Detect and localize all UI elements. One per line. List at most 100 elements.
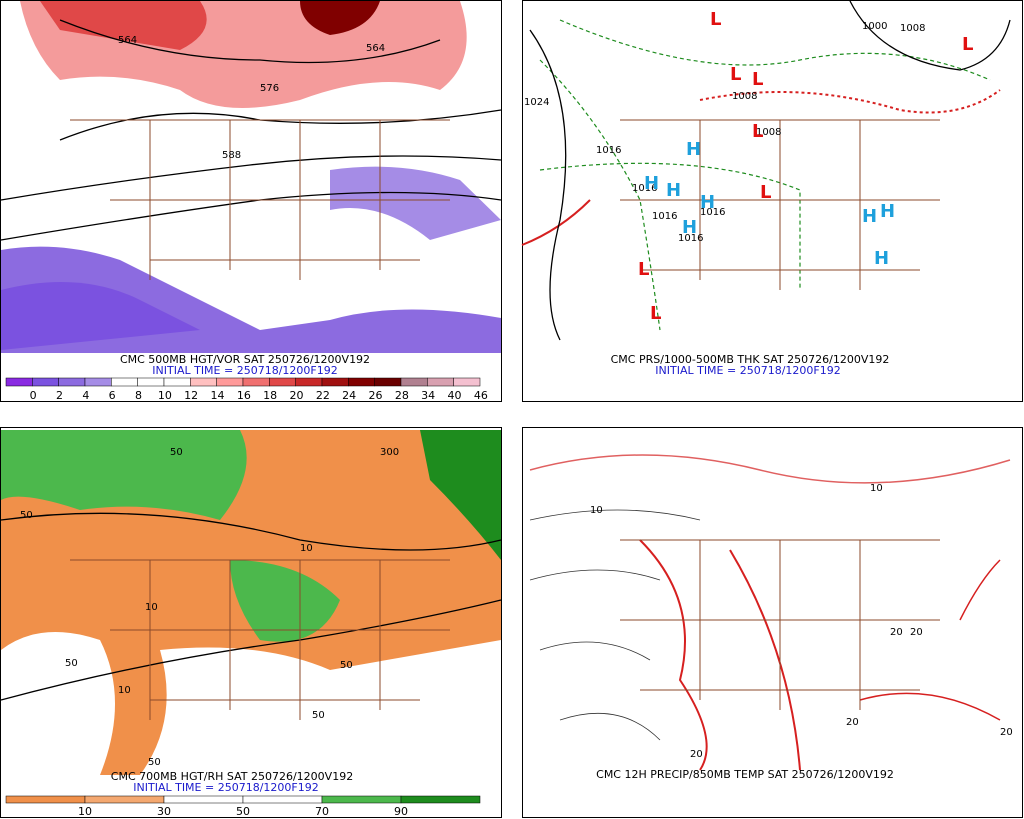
- contour-label: 10: [590, 505, 603, 516]
- colorbar-swatch: [321, 795, 402, 804]
- colorbar-label: 90: [394, 805, 408, 818]
- colorbar-label: 2: [56, 389, 63, 402]
- contour-label: 1016: [700, 207, 725, 218]
- contour: [0, 512, 502, 551]
- panel-frame: [522, 427, 1023, 818]
- vorticity-area: [1, 282, 200, 350]
- high-marker: H: [686, 139, 701, 160]
- high-marker: H: [700, 192, 715, 213]
- panel-frame: [0, 0, 502, 402]
- contour-label: 20: [846, 717, 859, 728]
- colorbar-label: 12: [184, 389, 198, 402]
- colorbar-swatch: [453, 377, 481, 387]
- initial-time: INITIAL TIME = 250718/1200F192: [655, 364, 840, 377]
- humidity-area: [420, 430, 501, 560]
- caption: CMC 700MB HGT/RH SAT 250726/1200V192: [111, 770, 353, 783]
- colorbar-swatch: [269, 377, 296, 387]
- colorbar-swatch: [190, 377, 217, 387]
- colorbar-swatch: [32, 377, 59, 387]
- temp-contour: [529, 454, 1011, 484]
- colorbar-swatch: [374, 377, 402, 387]
- colorbar-swatch: [242, 377, 270, 387]
- colorbar-swatch: [216, 377, 244, 387]
- panel-700mb: 50 50 10 10 50 50 300 50 50 10 CMC 700MB…: [0, 427, 502, 818]
- contour-label: 1016: [678, 233, 703, 244]
- colorbar: 10 30 50 70 90: [5, 795, 481, 818]
- colorbar-label: 46: [474, 389, 488, 402]
- contour-label: 10: [118, 685, 131, 696]
- colorbar-label: 10: [158, 389, 172, 402]
- vorticity-area: [300, 1, 380, 35]
- contour-label: 1016: [632, 183, 657, 194]
- contour-label: 588: [222, 150, 241, 161]
- colorbar-swatch: [242, 795, 323, 804]
- contour-label: 1008: [756, 127, 781, 138]
- contour-label: 564: [118, 35, 137, 46]
- high-marker: H: [880, 201, 895, 222]
- low-marker: L: [760, 182, 771, 203]
- high-marker: H: [874, 248, 889, 269]
- colorbar: 0 2 4 6 8 10 12 14 16 18 20 22 24 26 28 34 40 46: [5, 377, 488, 402]
- contour-label: 1008: [732, 91, 757, 102]
- colorbar-swatch: [111, 377, 138, 387]
- colorbar-label: 8: [135, 389, 142, 402]
- contour: [0, 599, 502, 701]
- colorbar-swatch: [321, 377, 349, 387]
- low-marker: L: [650, 303, 661, 324]
- colorbar-swatch: [400, 795, 481, 804]
- colorbar-swatch: [427, 377, 454, 387]
- colorbar-swatch: [163, 795, 244, 804]
- contour-label: 20: [1000, 727, 1013, 738]
- contour-label: 1016: [652, 211, 677, 222]
- contour-label: 50: [65, 658, 78, 669]
- humidity-area: [1, 430, 247, 520]
- contour-label: 20: [890, 627, 903, 638]
- caption: CMC 500MB HGT/VOR SAT 250726/1200V192: [120, 353, 370, 366]
- state-lines: [70, 559, 450, 720]
- humidity-area: [230, 560, 340, 642]
- contour-label: 1016: [596, 145, 621, 156]
- colorbar-label: 20: [290, 389, 304, 402]
- low-marker: L: [710, 9, 721, 30]
- panel-precip: 10 10 20 20 20 20 20 CMC 12H PRECIP/850M…: [522, 427, 1023, 818]
- state-lines: [620, 119, 940, 290]
- contour-label: 10: [145, 602, 158, 613]
- contour-label: 50: [312, 710, 325, 721]
- panel-500mb: 564 564 576 588 CMC 500MB HGT/VOR SAT 25…: [0, 0, 502, 402]
- contour: [59, 19, 441, 64]
- contour-label: 20: [910, 627, 923, 638]
- colorbar-label: 34: [421, 389, 435, 402]
- colorbar-swatch: [5, 795, 86, 804]
- colorbar-swatch: [84, 377, 112, 387]
- colorbar-label: 0: [30, 389, 37, 402]
- low-marker: L: [638, 259, 649, 280]
- vorticity-area: [330, 166, 501, 240]
- high-marker: H: [666, 180, 681, 201]
- contour-label: 20: [690, 749, 703, 760]
- colorbar-label: 22: [316, 389, 330, 402]
- thickness-contour: [559, 19, 991, 81]
- thickness-540: [699, 89, 1001, 114]
- colorbar-label: 40: [448, 389, 462, 402]
- colorbar-swatch: [5, 377, 33, 387]
- panel-thickness: 1024 1016 1016 1016 1016 1016 1008 1000 …: [521, 0, 1023, 402]
- colorbar-label: 14: [211, 389, 225, 402]
- colorbar-label: 6: [109, 389, 116, 402]
- isobar: [849, 0, 1011, 71]
- contour-label: 10: [300, 543, 313, 554]
- initial-time: INITIAL TIME = 250718/1200F192: [152, 364, 337, 377]
- low-marker: L: [752, 69, 763, 90]
- state-lines: [70, 119, 450, 280]
- contour-label: 564: [366, 43, 385, 54]
- temp-contour: [639, 539, 801, 771]
- low-marker: L: [752, 121, 763, 142]
- colorbar-label: 18: [263, 389, 277, 402]
- initial-time: INITIAL TIME = 250718/1200F192: [133, 781, 318, 794]
- humidity-area: [1, 632, 115, 775]
- state-lines: [620, 539, 940, 710]
- caption: CMC PRS/1000-500MB THK SAT 250726/1200V1…: [611, 353, 890, 366]
- colorbar-label: 4: [82, 389, 89, 402]
- contour: [0, 155, 502, 201]
- thickness-contour: [539, 162, 801, 290]
